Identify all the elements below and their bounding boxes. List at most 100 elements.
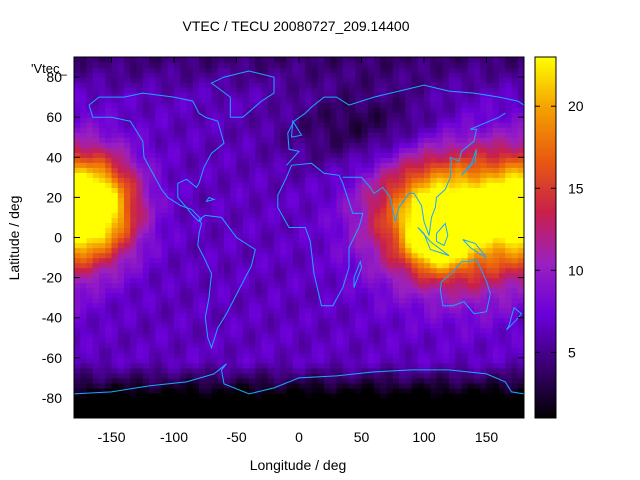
heatmap-cell <box>211 372 219 379</box>
heatmap-cell <box>86 332 94 339</box>
heatmap-cell <box>167 227 175 234</box>
heatmap-cell <box>311 267 319 274</box>
heatmap-cell <box>142 247 150 254</box>
heatmap-cell <box>336 357 344 364</box>
heatmap-cell <box>442 372 450 379</box>
heatmap-cell <box>330 332 338 339</box>
heatmap-cell <box>324 332 331 339</box>
heatmap-cell <box>355 92 363 98</box>
heatmap-cell <box>242 197 250 203</box>
heatmap-cell <box>361 212 369 219</box>
heatmap-cell <box>299 252 306 259</box>
heatmap-cell <box>117 272 125 279</box>
heatmap-cell <box>111 322 119 329</box>
heatmap-cell <box>174 222 181 229</box>
heatmap-cell <box>405 352 413 359</box>
heatmap-cell <box>305 132 313 138</box>
heatmap-cell <box>255 137 263 143</box>
heatmap-cell <box>392 197 400 203</box>
heatmap-cell <box>436 97 444 103</box>
heatmap-cell <box>505 272 513 279</box>
heatmap-cell <box>424 287 431 294</box>
heatmap-cell <box>411 312 419 319</box>
heatmap-cell <box>255 372 263 379</box>
heatmap-cell <box>236 272 244 279</box>
heatmap-cell <box>449 112 456 118</box>
heatmap-cell <box>449 357 456 364</box>
heatmap-cell <box>317 362 325 369</box>
heatmap-cell <box>517 402 524 409</box>
heatmap-cell <box>111 292 119 299</box>
heatmap-cell <box>436 92 444 98</box>
heatmap-cell <box>449 242 456 249</box>
heatmap-cell <box>130 292 138 299</box>
heatmap-cell <box>211 217 219 224</box>
heatmap-cell <box>424 297 431 304</box>
heatmap-cell <box>161 187 169 193</box>
heatmap-cell <box>105 357 113 364</box>
heatmap-cell <box>280 162 288 168</box>
heatmap-cell <box>317 342 325 349</box>
heatmap-cell <box>180 272 188 279</box>
heatmap-cell <box>361 232 369 239</box>
heatmap-cell <box>136 152 144 158</box>
heatmap-cell <box>399 377 406 384</box>
heatmap-cell <box>380 352 388 359</box>
heatmap-cell <box>355 377 363 384</box>
heatmap-cell <box>199 367 206 374</box>
heatmap-cell <box>274 372 281 379</box>
heatmap-cell <box>186 327 194 334</box>
heatmap-cell <box>474 257 481 264</box>
heatmap-cell <box>142 197 150 203</box>
heatmap-cell <box>230 157 238 163</box>
heatmap-cell <box>380 412 388 418</box>
heatmap-cell <box>324 207 331 214</box>
heatmap-cell <box>361 382 369 389</box>
heatmap-cell <box>442 392 450 399</box>
heatmap-cell <box>261 92 269 98</box>
heatmap-cell <box>186 127 194 133</box>
heatmap-cell <box>142 112 150 118</box>
heatmap-cell <box>424 177 431 183</box>
heatmap-cell <box>374 377 381 384</box>
heatmap-cell <box>292 372 300 379</box>
heatmap-cell <box>217 337 225 344</box>
heatmap-cell <box>124 132 131 138</box>
heatmap-cell <box>517 337 524 344</box>
heatmap-cell <box>349 317 356 324</box>
heatmap-cell <box>174 387 181 394</box>
heatmap-cell <box>92 377 100 384</box>
heatmap-cell <box>492 217 500 224</box>
heatmap-cell <box>399 182 406 188</box>
heatmap-cell <box>442 117 450 123</box>
heatmap-cell <box>280 267 288 274</box>
heatmap-cell <box>430 107 438 113</box>
heatmap-cell <box>149 87 156 93</box>
heatmap-cell <box>499 152 506 158</box>
heatmap-cell <box>399 262 406 269</box>
heatmap-cell <box>455 302 463 309</box>
heatmap-cell <box>374 212 381 219</box>
heatmap-cell <box>367 362 375 369</box>
heatmap-cell <box>461 132 469 138</box>
heatmap-cell <box>174 312 181 319</box>
heatmap-cell <box>92 297 100 304</box>
heatmap-cell <box>411 157 419 163</box>
heatmap-cell <box>286 222 294 229</box>
heatmap-cell <box>486 302 494 309</box>
heatmap-cell <box>249 137 256 143</box>
heatmap-cell <box>511 217 519 224</box>
heatmap-cell <box>424 402 431 409</box>
heatmap-cell <box>136 267 144 274</box>
heatmap-cell <box>336 247 344 254</box>
heatmap-cell <box>349 222 356 229</box>
heatmap-cell <box>492 72 500 78</box>
heatmap-cell <box>330 202 338 209</box>
heatmap-cell <box>386 202 394 209</box>
heatmap-cell <box>336 117 344 123</box>
heatmap-cell <box>267 412 275 418</box>
heatmap-cell <box>442 247 450 254</box>
heatmap-cell <box>417 337 425 344</box>
heatmap-cell <box>267 277 275 284</box>
heatmap-cell <box>349 112 356 118</box>
